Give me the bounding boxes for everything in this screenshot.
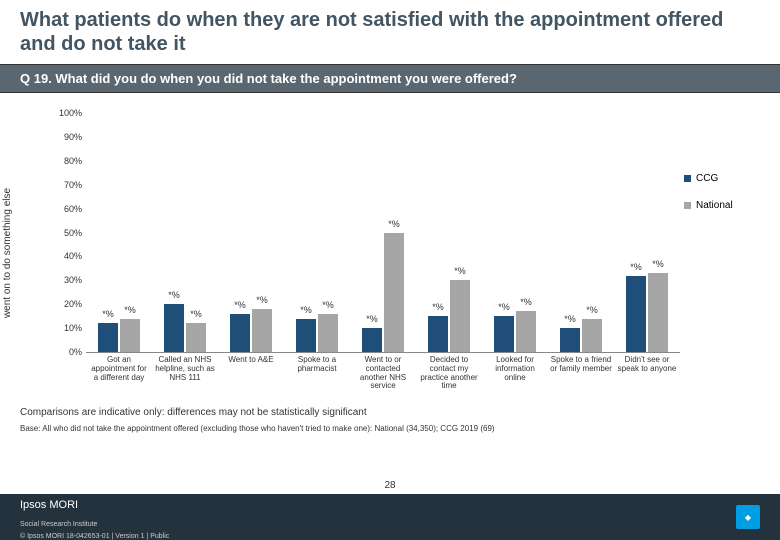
y-tick: 20% <box>50 299 82 309</box>
x-label: Spoke to a friend or family member <box>548 353 614 393</box>
category-group: *%*% <box>218 113 284 352</box>
bar-national: *% <box>120 319 140 352</box>
bar-value-label: *% <box>190 309 202 319</box>
x-label: Decided to contact my practice another t… <box>416 353 482 393</box>
y-tick: 60% <box>50 204 82 214</box>
bar-value-label: *% <box>498 302 510 312</box>
bar-national: *% <box>186 323 206 352</box>
y-tick: 40% <box>50 251 82 261</box>
base-text: Base: All who did not take the appointme… <box>0 422 780 439</box>
slide-title: What patients do when they are not satis… <box>20 8 760 56</box>
x-label: Didn't see or speak to anyone <box>614 353 680 393</box>
swatch-icon <box>684 175 691 182</box>
bar-national: *% <box>384 233 404 353</box>
bar-value-label: *% <box>432 302 444 312</box>
category-group: *%*% <box>548 113 614 352</box>
legend-item-national: National <box>684 200 760 211</box>
y-tick: 10% <box>50 323 82 333</box>
bar-value-label: *% <box>586 305 598 315</box>
brand: Ipsos MORI <box>20 499 78 511</box>
page-number: 28 <box>384 480 395 491</box>
bar-value-label: *% <box>388 219 400 229</box>
bar-value-label: *% <box>168 290 180 300</box>
bar-value-label: *% <box>102 309 114 319</box>
bar-ccg: *% <box>362 328 382 352</box>
question-bar: Q 19. What did you do when you did not t… <box>0 64 780 93</box>
bar-value-label: *% <box>652 259 664 269</box>
ipsos-logo-icon: ◆ <box>736 505 760 529</box>
legend-label: CCG <box>696 173 718 184</box>
swatch-icon <box>684 202 691 209</box>
bar-ccg: *% <box>428 316 448 352</box>
legend-item-ccg: CCG <box>684 173 760 184</box>
bar-value-label: *% <box>300 305 312 315</box>
category-group: *%*% <box>152 113 218 352</box>
y-tick: 100% <box>50 108 82 118</box>
legend: CCG National <box>684 173 760 227</box>
bar-ccg: *% <box>296 319 316 352</box>
bar-ccg: *% <box>560 328 580 352</box>
x-label: Got an appointment for a different day <box>86 353 152 393</box>
bar-national: *% <box>450 280 470 352</box>
y-axis-label: Of those who declined an appointment, pe… <box>0 123 14 383</box>
category-group: *%*% <box>416 113 482 352</box>
bar-ccg: *% <box>98 323 118 352</box>
plot-area: *%*%*%*%*%*%*%*%*%*%*%*%*%*%*%*%*%*% 0%1… <box>86 113 680 353</box>
category-group: *%*% <box>614 113 680 352</box>
bar-value-label: *% <box>256 295 268 305</box>
bar-value-label: *% <box>322 300 334 310</box>
y-tick: 80% <box>50 156 82 166</box>
bar-value-label: *% <box>520 297 532 307</box>
y-tick: 30% <box>50 275 82 285</box>
category-group: *%*% <box>350 113 416 352</box>
x-label: Looked for information online <box>482 353 548 393</box>
x-label: Went to or contacted another NHS service <box>350 353 416 393</box>
bar-national: *% <box>318 314 338 352</box>
comparison-note: Comparisons are indicative only: differe… <box>0 403 780 422</box>
bar-ccg: *% <box>494 316 514 352</box>
bar-national: *% <box>582 319 602 352</box>
x-label: Spoke to a pharmacist <box>284 353 350 393</box>
bar-ccg: *% <box>626 276 646 352</box>
bar-value-label: *% <box>234 300 246 310</box>
brand-sub: Social Research Institute <box>20 521 97 528</box>
chart-area: Of those who declined an appointment, pe… <box>50 113 760 393</box>
bar-value-label: *% <box>366 314 378 324</box>
x-labels: Got an appointment for a different dayCa… <box>86 353 680 393</box>
x-label: Went to A&E <box>218 353 284 393</box>
bar-value-label: *% <box>124 305 136 315</box>
bar-ccg: *% <box>230 314 250 352</box>
bar-national: *% <box>252 309 272 352</box>
y-tick: 70% <box>50 180 82 190</box>
copyright: © Ipsos MORI 18-042653-01 | Version 1 | … <box>20 533 169 540</box>
bar-value-label: *% <box>630 262 642 272</box>
category-group: *%*% <box>284 113 350 352</box>
bar-national: *% <box>516 311 536 352</box>
bar-ccg: *% <box>164 304 184 352</box>
y-tick: 0% <box>50 347 82 357</box>
category-group: *%*% <box>86 113 152 352</box>
footer: 28 Ipsos MORI Social Research Institute … <box>0 494 780 540</box>
category-group: *%*% <box>482 113 548 352</box>
legend-label: National <box>696 200 733 211</box>
bar-value-label: *% <box>454 266 466 276</box>
bars-container: *%*%*%*%*%*%*%*%*%*%*%*%*%*%*%*%*%*% <box>86 113 680 352</box>
y-tick: 50% <box>50 228 82 238</box>
x-label: Called an NHS helpline, such as NHS 111 <box>152 353 218 393</box>
bar-national: *% <box>648 273 668 352</box>
y-tick: 90% <box>50 132 82 142</box>
bar-value-label: *% <box>564 314 576 324</box>
